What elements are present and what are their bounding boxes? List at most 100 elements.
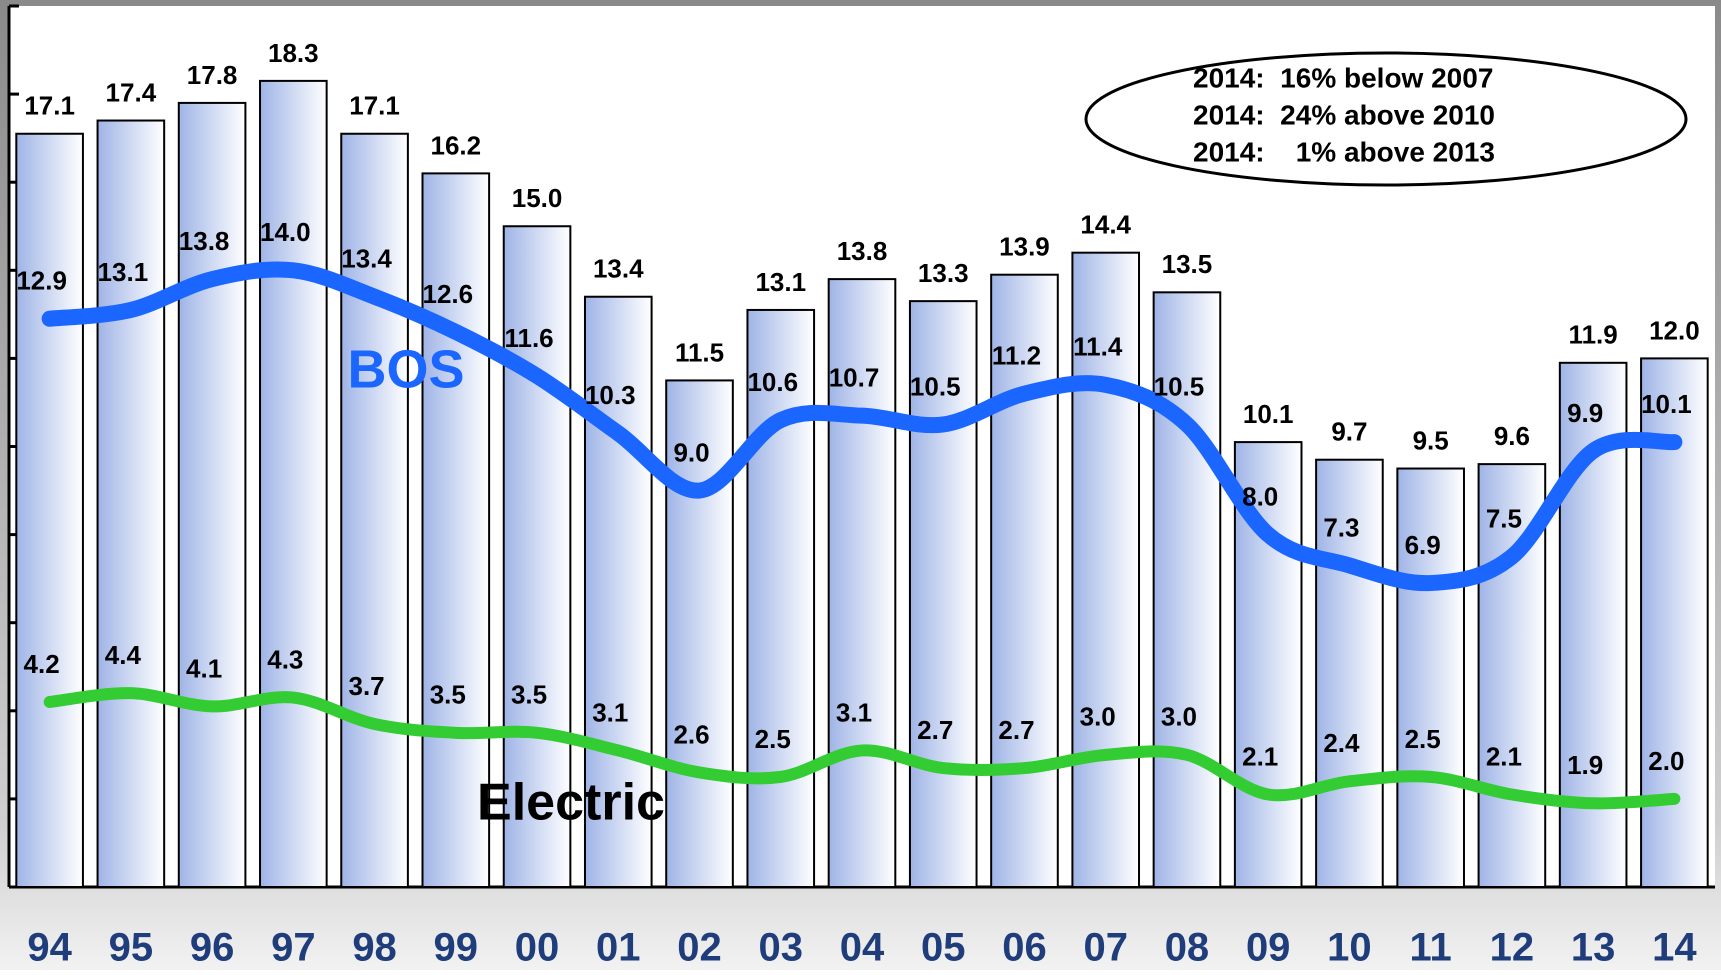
x-tick-label: 10 (1327, 926, 1372, 970)
line-value-label: 3.0 (1161, 702, 1197, 732)
bar-value-label: 14.4 (1080, 210, 1131, 240)
line-value-label: 12.9 (16, 266, 67, 296)
bar-value-label: 9.5 (1413, 425, 1449, 455)
line-value-label: 3.5 (511, 680, 547, 710)
bar-value-label: 17.1 (24, 91, 75, 121)
x-tick-label: 96 (190, 926, 235, 970)
line-value-label: 10.7 (829, 363, 880, 393)
line-value-label: 3.5 (430, 680, 466, 710)
line-value-label: 2.5 (755, 724, 791, 754)
x-tick-label: 08 (1165, 926, 1210, 970)
x-tick-label: 11 (1410, 926, 1452, 970)
line-value-label: 9.9 (1567, 398, 1603, 428)
x-tick-label: 03 (759, 926, 804, 970)
bar-value-label: 9.6 (1494, 421, 1530, 451)
x-tick-label: 07 (1083, 926, 1128, 970)
bar-value-label: 17.8 (187, 60, 238, 90)
line-value-label: 8.0 (1242, 481, 1278, 511)
bar (665, 379, 734, 888)
line-value-label: 9.0 (673, 437, 709, 467)
line-value-label: 7.5 (1486, 504, 1522, 534)
x-tick-label: 04 (840, 926, 885, 970)
bar-value-label: 15.0 (512, 183, 563, 213)
bar (96, 119, 166, 888)
bar (827, 278, 897, 888)
line-value-label: 2.1 (1486, 741, 1522, 771)
line-value-label: 2.5 (1405, 724, 1441, 754)
annotation: 2014: 24% above 2010 (1193, 99, 1495, 130)
x-tick-label: 06 (1002, 926, 1047, 970)
bar (259, 79, 328, 888)
line-value-label: 10.1 (1641, 389, 1692, 419)
x-tick-label: 95 (109, 926, 154, 970)
bar (177, 101, 247, 889)
line-value-label: 2.7 (998, 715, 1034, 745)
bar-value-label: 13.1 (755, 267, 806, 297)
line-value-label: 3.1 (836, 697, 872, 727)
x-tick-label: 14 (1652, 926, 1697, 970)
x-tick-label: 97 (271, 926, 316, 970)
bar (502, 225, 572, 888)
line-value-label: 3.1 (592, 697, 628, 727)
bar-value-label: 11.5 (675, 337, 724, 367)
bar (15, 132, 84, 888)
series-line (43, 687, 1681, 810)
line-value-label: 10.3 (585, 380, 636, 410)
line-value-label: 11.2 (992, 341, 1041, 371)
x-tick-label: 05 (921, 926, 966, 970)
annotation: 2014: 1% above 2013 (1193, 136, 1495, 167)
series-line (41, 261, 1683, 592)
series-label: BOS (347, 339, 464, 399)
line-value-label: 6.9 (1405, 530, 1441, 560)
x-tick-label: 02 (677, 926, 722, 970)
line-value-label: 13.8 (179, 226, 230, 256)
line-value-label: 3.0 (1080, 702, 1116, 732)
bar-value-label: 13.9 (999, 232, 1050, 262)
bar-value-label: 13.3 (918, 258, 969, 288)
bar-value-label: 13.5 (1162, 249, 1213, 279)
annotation-box (1084, 51, 1688, 187)
x-tick-label: 99 (434, 926, 479, 970)
bar (908, 300, 978, 888)
line-value-label: 4.3 (267, 644, 303, 674)
bar-value-label: 18.3 (268, 38, 319, 68)
x-tick-label: 94 (27, 926, 72, 970)
line-value-label: 2.7 (917, 715, 953, 745)
bar (1315, 458, 1384, 888)
bar-value-label: 11.9 (1569, 320, 1618, 350)
line-value-label: 4.2 (24, 649, 60, 679)
bar-value-label: 13.4 (593, 254, 644, 284)
line-value-label: 2.6 (673, 719, 709, 749)
line-value-label: 2.4 (1323, 728, 1360, 758)
line-value-label: 13.1 (98, 257, 149, 287)
bar-value-label: 16.2 (431, 130, 482, 160)
line-value-label: 1.9 (1567, 750, 1603, 780)
line-value-label: 2.1 (1242, 741, 1278, 771)
x-tick-label: 01 (596, 926, 641, 970)
bar-value-label: 12.0 (1649, 315, 1700, 345)
x-tick-label: 12 (1490, 926, 1535, 970)
bar (340, 132, 409, 888)
line-value-label: 3.7 (348, 671, 384, 701)
bar-value-label: 17.1 (349, 91, 400, 121)
x-tick-label: 09 (1246, 926, 1291, 970)
bar (1152, 291, 1222, 888)
line-value-label: 13.4 (341, 244, 392, 274)
line-value-label: 4.1 (186, 653, 222, 683)
x-tick-label: 13 (1571, 926, 1616, 970)
line-value-label: 10.5 (910, 371, 961, 401)
line-value-label: 12.6 (423, 279, 474, 309)
line-value-label: 10.6 (747, 367, 798, 397)
bar-value-label: 9.7 (1331, 417, 1367, 447)
bar (990, 273, 1059, 888)
bar (1396, 467, 1465, 888)
bar (421, 172, 491, 888)
line-value-label: 10.5 (1154, 371, 1205, 401)
line-value-label: 14.0 (260, 217, 311, 247)
line-value-label: 2.0 (1648, 746, 1684, 776)
series-label: Electric (477, 774, 665, 832)
x-tick-label: 00 (515, 926, 560, 970)
bar-value-label: 13.8 (837, 236, 888, 266)
